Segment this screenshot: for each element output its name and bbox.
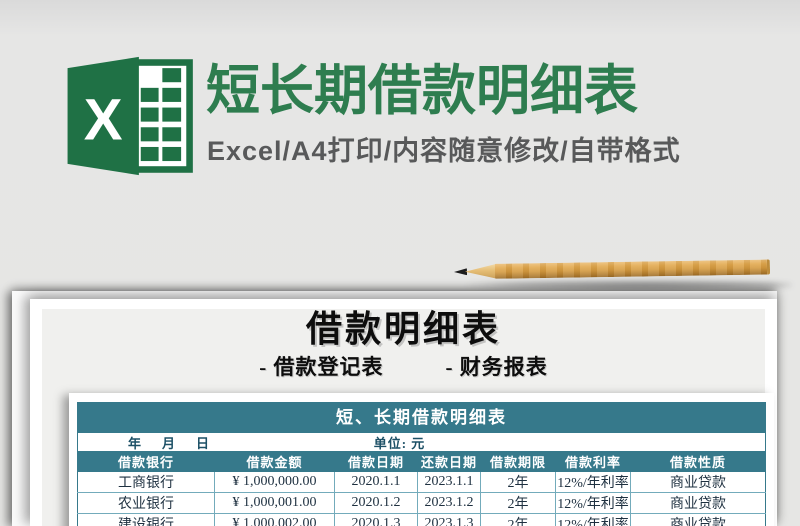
column-header: 借款利率	[555, 451, 631, 472]
document-subtitle-item: - 借款登记表	[259, 355, 384, 379]
table-card: 短、长期借款明细表 年 月 日 单位: 元 借款银行 借款金额 借款日期 还款日期 借款…	[69, 393, 774, 526]
pencil-icon	[450, 253, 771, 288]
table-cell: 农业银行	[77, 492, 215, 514]
document-subtitle-item: - 财务报表	[445, 355, 548, 379]
excel-logo-icon: X	[67, 56, 193, 176]
pencil-body	[494, 259, 771, 279]
document-title: 借款明细表	[305, 309, 501, 349]
table-cell: 工商银行	[77, 471, 215, 493]
table-cell: 2020.1.3	[334, 513, 418, 526]
table-row: 工商银行 ¥ 1,000,000.00 2020.1.1 2023.1.1 2年 12%/…	[77, 471, 766, 493]
pencil-tip	[454, 268, 467, 275]
column-header: 还款日期	[417, 451, 481, 472]
header-row: 借款银行 借款金额 借款日期 还款日期 借款期限 借款利率 借款性质	[77, 451, 766, 472]
table-row: 农业银行 ¥ 1,000,001.00 2020.1.2 2023.1.2 2年 12%/…	[77, 492, 766, 514]
excel-logo-cover	[67, 56, 139, 176]
table-cell: 2023.1.2	[417, 492, 481, 514]
excel-logo-letter: X	[84, 87, 123, 152]
table-row: 建设银行 ¥ 1,000,002.00 2020.1.3 2023.1.3 2年 12%/…	[77, 513, 766, 526]
paper-sheet: 借款明细表 - 借款登记表 - 财务报表 短、长期借款明细表 年 月 日 单位:…	[30, 299, 777, 526]
table-info-row: 年 月 日 单位: 元	[77, 433, 766, 451]
table-cell: 商业贷款	[630, 492, 766, 514]
table-cell: 12%/年利率	[555, 513, 631, 526]
table-cell: 2023.1.1	[417, 471, 481, 493]
document-subtitle: - 借款登记表 - 财务报表	[42, 351, 765, 381]
table-cell: ¥ 1,000,001.00	[214, 492, 335, 514]
banner-subtitle: Excel/A4打印/内容随意修改/自带格式	[207, 136, 681, 166]
table-cell: 商业贷款	[630, 471, 766, 493]
column-header: 借款金额	[214, 451, 335, 472]
pencil-wood	[465, 264, 497, 280]
unit-label: 单位: 元	[373, 435, 426, 451]
table-cell: 2020.1.2	[334, 492, 418, 514]
table-cell: 12%/年利率	[555, 492, 631, 514]
table-cell: ¥ 1,000,002.00	[214, 513, 335, 526]
loan-table: 借款银行 借款金额 借款日期 还款日期 借款期限 借款利率 借款性质 工商银行 ¥ 1,000…	[77, 451, 766, 526]
table-cell: ¥ 1,000,000.00	[214, 471, 335, 493]
table-cell: 2020.1.1	[334, 471, 418, 493]
pencil-shadow	[466, 280, 792, 290]
banner-title: 短长期借款明细表	[206, 61, 638, 121]
table-cell: 2年	[480, 471, 556, 493]
table-cell: 建设银行	[77, 513, 215, 526]
table-cell: 商业贷款	[630, 513, 766, 526]
column-header: 借款银行	[77, 451, 215, 472]
paper-content: 借款明细表 - 借款登记表 - 财务报表 短、长期借款明细表 年 月 日 单位:…	[42, 309, 774, 526]
column-header: 借款期限	[480, 451, 556, 472]
excel-logo-grid	[140, 68, 182, 162]
date-label: 年 月 日	[128, 435, 214, 451]
table-cell: 2023.1.3	[417, 513, 481, 526]
table-cell: 2年	[480, 492, 556, 514]
table-cell: 12%/年利率	[555, 471, 631, 493]
table-title: 短、长期借款明细表	[77, 402, 766, 433]
table-cell: 2年	[480, 513, 556, 526]
column-header: 借款性质	[630, 451, 766, 472]
column-header: 借款日期	[334, 451, 418, 472]
